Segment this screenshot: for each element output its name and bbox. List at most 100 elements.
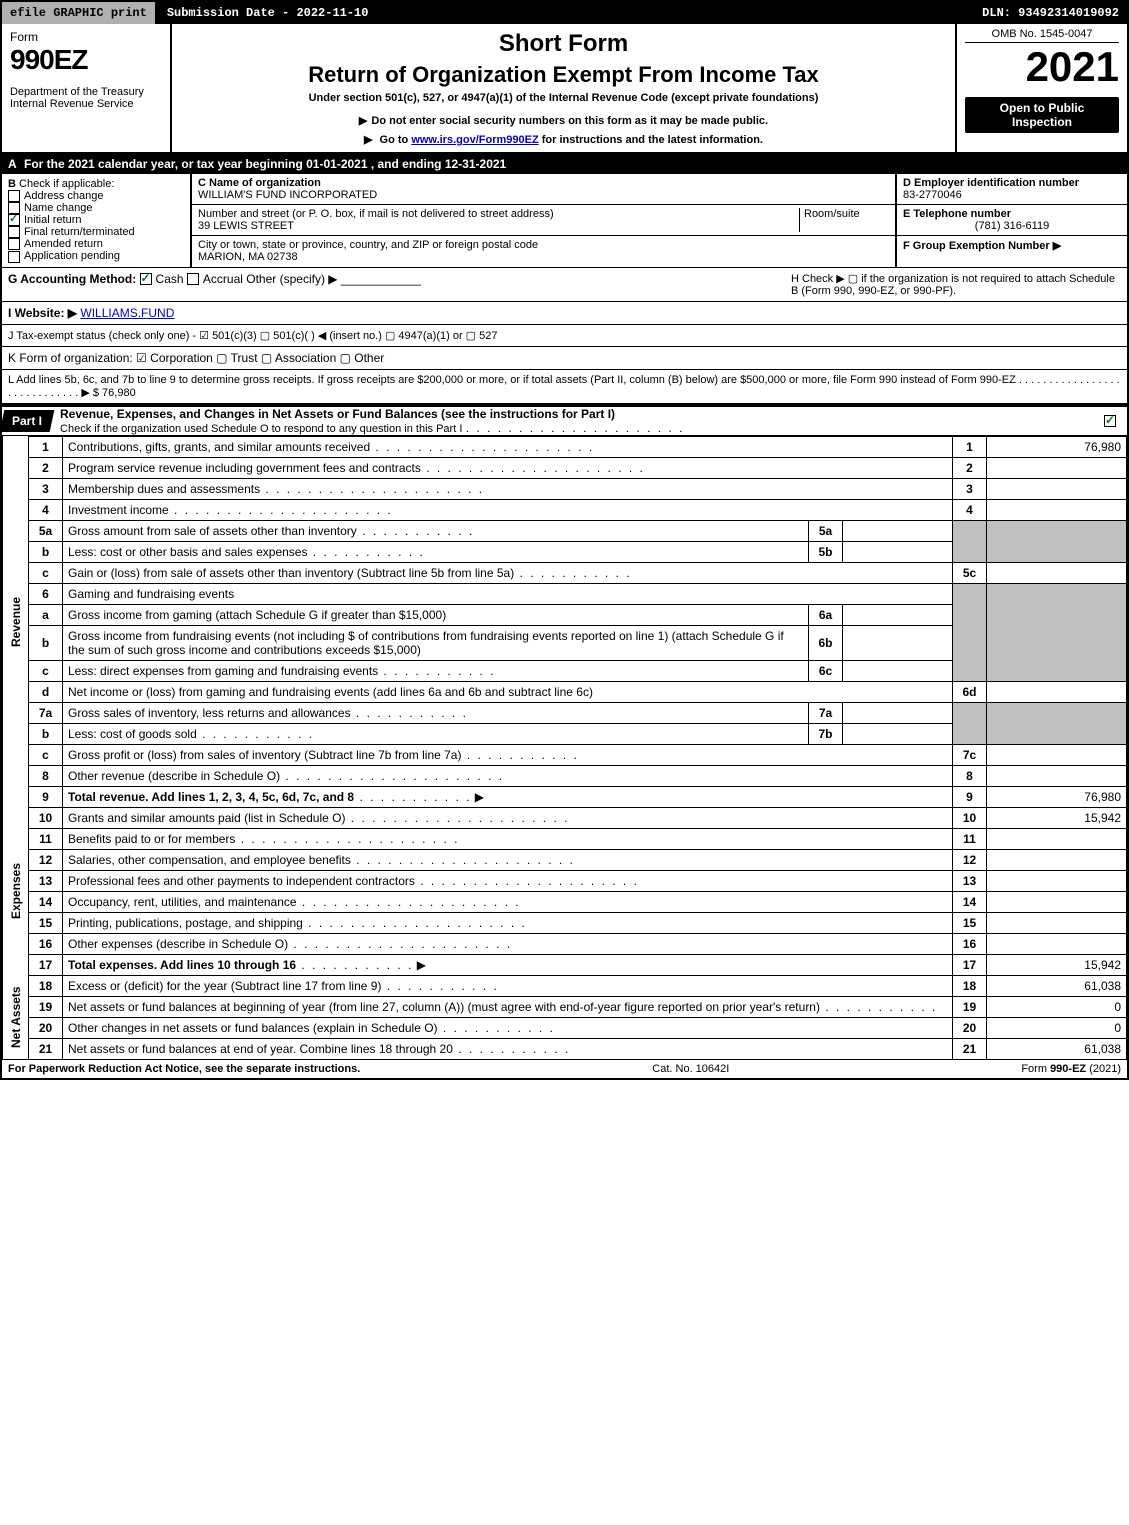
checkbox-final-return[interactable]: [8, 226, 20, 238]
shadeval-6: [987, 583, 1127, 681]
open-to-public: Open to Public Inspection: [965, 97, 1119, 133]
shade-6: [953, 583, 987, 681]
sub-7a: 7a: [809, 702, 843, 723]
city-label: City or town, state or province, country…: [198, 239, 538, 251]
box-15: 15: [953, 912, 987, 933]
subval-7a: [843, 702, 953, 723]
letter-a: A: [8, 157, 17, 171]
ln-6d: d: [29, 681, 63, 702]
ln-19: 19: [29, 996, 63, 1017]
ln-7a: 7a: [29, 702, 63, 723]
subval-5b: [843, 541, 953, 562]
box-1: 1: [953, 436, 987, 457]
ln-6a: a: [29, 604, 63, 625]
val-16: [987, 933, 1127, 954]
box-21: 21: [953, 1038, 987, 1059]
irs-link[interactable]: www.irs.gov/Form990EZ: [411, 134, 538, 146]
box-18: 18: [953, 975, 987, 996]
box-12: 12: [953, 849, 987, 870]
checkbox-amended[interactable]: [8, 238, 20, 250]
side-revenue: Revenue: [3, 436, 29, 807]
ln-18: 18: [29, 975, 63, 996]
ln-12: 12: [29, 849, 63, 870]
ln-6c: c: [29, 660, 63, 681]
checkbox-accrual[interactable]: [187, 273, 199, 285]
box-2: 2: [953, 457, 987, 478]
g-cash: Cash: [156, 272, 184, 286]
ln-7b: b: [29, 723, 63, 744]
checkbox-app-pending[interactable]: [8, 251, 20, 263]
row-k-form-org: K Form of organization: ☑ Corporation ▢ …: [2, 347, 1127, 370]
box-4: 4: [953, 499, 987, 520]
i-label: I Website: ▶: [8, 306, 77, 320]
l6-desc: Gaming and fundraising events: [63, 583, 953, 604]
c-city-cell: City or town, state or province, country…: [192, 236, 895, 266]
ln-4: 4: [29, 499, 63, 520]
submission-date: Submission Date - 2022-11-10: [157, 2, 379, 24]
val-18: 61,038: [987, 975, 1127, 996]
footer-right-pre: Form: [1021, 1063, 1050, 1075]
header-left: Form 990EZ Department of the Treasury In…: [2, 24, 172, 152]
val-14: [987, 891, 1127, 912]
footer-right-post: (2021): [1089, 1063, 1121, 1075]
box-20: 20: [953, 1017, 987, 1038]
website-link[interactable]: WILLIAMS.FUND: [80, 306, 174, 320]
opt-app-pending: Application pending: [24, 250, 120, 262]
form-number: 990EZ: [10, 44, 162, 76]
val-7c: [987, 744, 1127, 765]
box-13: 13: [953, 870, 987, 891]
checkbox-initial-return[interactable]: [8, 214, 20, 226]
topbar-spacer: [378, 2, 974, 24]
shadeval-7: [987, 702, 1127, 744]
l6d-desc: Net income or (loss) from gaming and fun…: [63, 681, 953, 702]
ln-13: 13: [29, 870, 63, 891]
val-3: [987, 478, 1127, 499]
header-center: Short Form Return of Organization Exempt…: [172, 24, 957, 152]
val-10: 15,942: [987, 807, 1127, 828]
checkbox-address-change[interactable]: [8, 190, 20, 202]
l7b-desc: Less: cost of goods sold: [68, 727, 314, 741]
val-8: [987, 765, 1127, 786]
form-word: Form: [10, 30, 162, 44]
city-value: MARION, MA 02738: [198, 251, 298, 263]
box-16: 16: [953, 933, 987, 954]
checkbox-schedule-o[interactable]: [1104, 415, 1116, 427]
ln-1: 1: [29, 436, 63, 457]
subval-6c: [843, 660, 953, 681]
l6c-desc: Less: direct expenses from gaming and fu…: [68, 664, 496, 678]
c-street-cell: Number and street (or P. O. box, if mail…: [192, 205, 895, 236]
shade-7: [953, 702, 987, 744]
tel-label: E Telephone number: [903, 208, 1011, 220]
ln-5c: c: [29, 562, 63, 583]
page-footer: For Paperwork Reduction Act Notice, see …: [2, 1060, 1127, 1078]
ln-15: 15: [29, 912, 63, 933]
b-label: Check if applicable:: [19, 178, 114, 190]
opt-final-return: Final return/terminated: [24, 226, 135, 238]
ein-value: 83-2770046: [903, 189, 962, 201]
row-j-tax-exempt: J Tax-exempt status (check only one) - ☑…: [2, 325, 1127, 347]
e-telephone: E Telephone number (781) 316-6119: [897, 205, 1127, 236]
footer-mid: Cat. No. 10642I: [652, 1063, 729, 1075]
l1-desc: Contributions, gifts, grants, and simila…: [68, 440, 594, 454]
checkbox-cash[interactable]: [140, 273, 152, 285]
street-label: Number and street (or P. O. box, if mail…: [198, 208, 554, 220]
irs-label: Internal Revenue Service: [10, 98, 162, 110]
opt-initial-return: Initial return: [24, 214, 81, 226]
val-11: [987, 828, 1127, 849]
val-9: 76,980: [987, 786, 1127, 807]
ssn-warning: Do not enter social security numbers on …: [180, 114, 947, 127]
footer-left: For Paperwork Reduction Act Notice, see …: [8, 1063, 360, 1075]
ln-16: 16: [29, 933, 63, 954]
efile-print-button[interactable]: efile GRAPHIC print: [2, 2, 157, 24]
ein-label: D Employer identification number: [903, 177, 1079, 189]
val-5c: [987, 562, 1127, 583]
l3-desc: Membership dues and assessments: [68, 482, 484, 496]
ln-6b: b: [29, 625, 63, 660]
l10-desc: Grants and similar amounts paid (list in…: [68, 811, 569, 825]
l17-desc: Total expenses. Add lines 10 through 16: [68, 958, 296, 972]
row-a-text: For the 2021 calendar year, or tax year …: [24, 157, 506, 171]
l21-desc: Net assets or fund balances at end of ye…: [68, 1042, 570, 1056]
ln-2: 2: [29, 457, 63, 478]
l11-desc: Benefits paid to or for members: [68, 832, 459, 846]
ln-5a: 5a: [29, 520, 63, 541]
